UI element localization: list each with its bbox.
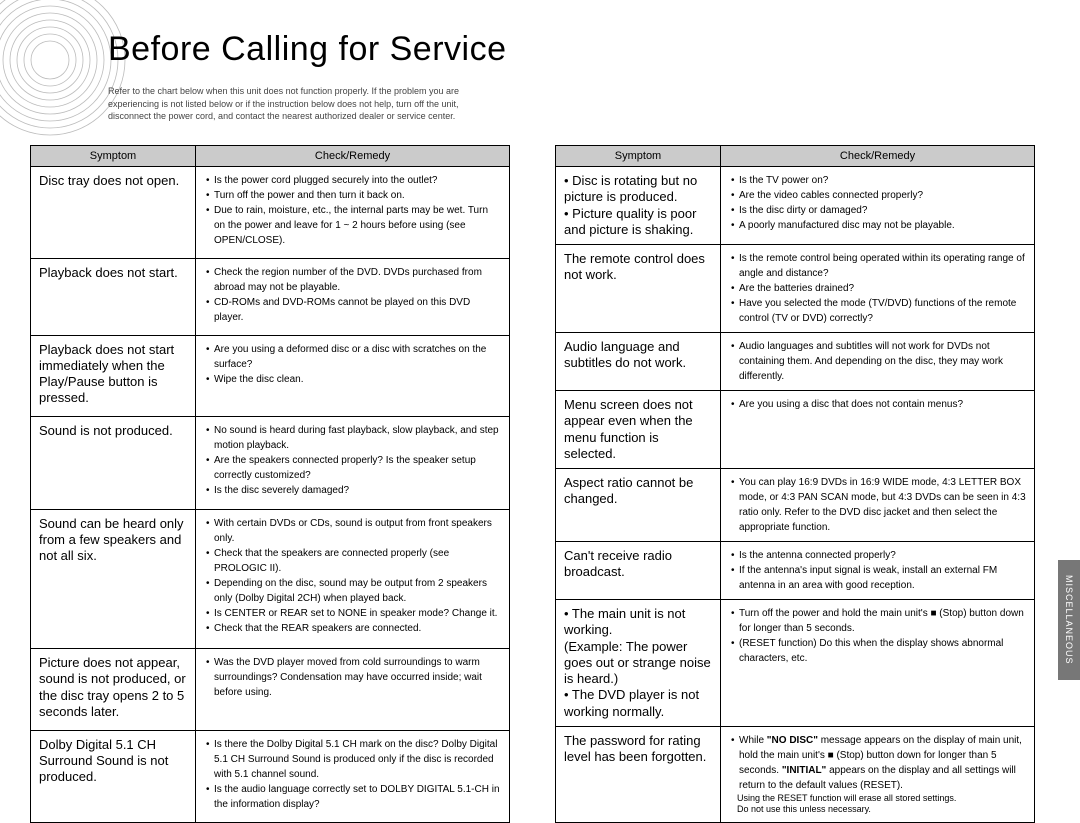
remedy-item: Is the power cord plugged securely into … (206, 173, 501, 188)
tables-wrap: Symptom Check/Remedy Disc tray does not … (30, 145, 1035, 823)
symptom-cell: Sound can be heard only from a few speak… (31, 509, 196, 648)
remedy-item: Was the DVD player moved from cold surro… (206, 655, 501, 700)
remedy-item: No sound is heard during fast playback, … (206, 423, 501, 453)
remedy-item: While "NO DISC" message appears on the d… (731, 733, 1026, 793)
table-row: Disc tray does not open. Is the power cor… (31, 167, 510, 259)
symptom-cell: Dolby Digital 5.1 CH Surround Sound is n… (31, 730, 196, 822)
col-symptom: Symptom (31, 146, 196, 167)
symptom-cell: • The main unit is not working. (Example… (556, 600, 721, 727)
remedy-item: With certain DVDs or CDs, sound is outpu… (206, 516, 501, 546)
table-row: Sound is not produced. No sound is heard … (31, 417, 510, 509)
remedy-item: Are the batteries drained? (731, 281, 1026, 296)
col-symptom: Symptom (556, 146, 721, 167)
remedy-cell: Is the remote control being operated wit… (721, 245, 1035, 333)
remedy-item: Wipe the disc clean. (206, 372, 501, 387)
table-row: Sound can be heard only from a few speak… (31, 509, 510, 648)
remedy-item: You can play 16:9 DVDs in 16:9 WIDE mode… (731, 475, 1026, 535)
symptom-cell: Playback does not start. (31, 259, 196, 336)
table-row: The remote control does not work. Is the … (556, 245, 1035, 333)
remedy-cell: Are you using a disc that does not conta… (721, 391, 1035, 469)
col-remedy: Check/Remedy (721, 146, 1035, 167)
section-tab: MISCELLANEOUS (1058, 560, 1080, 680)
symptom-cell: Disc tray does not open. (31, 167, 196, 259)
remedy-cell: Is there the Dolby Digital 5.1 CH mark o… (196, 730, 510, 822)
remedy-item: Is the disc severely damaged? (206, 483, 501, 498)
troubleshoot-table-right: Symptom Check/Remedy • Disc is rotating … (555, 145, 1035, 823)
remedy-item: Turn off the power and hold the main uni… (731, 606, 1026, 636)
remedy-item: Audio languages and subtitles will not w… (731, 339, 1026, 384)
remedy-cell: Is the TV power on?Are the video cables … (721, 167, 1035, 245)
remedy-cell: Is the antenna connected properly?If the… (721, 542, 1035, 600)
remedy-item: Are the speakers connected properly? Is … (206, 453, 501, 483)
remedy-item: Is the remote control being operated wit… (731, 251, 1026, 281)
intro-line: experiencing is not listed below or if t… (108, 99, 459, 109)
table-row: • Disc is rotating but no picture is pro… (556, 167, 1035, 245)
symptom-cell: Sound is not produced. (31, 417, 196, 509)
table-row: Can't receive radio broadcast.Is the ant… (556, 542, 1035, 600)
symptom-cell: Aspect ratio cannot be changed. (556, 469, 721, 542)
remedy-cell: Are you using a deformed disc or a disc … (196, 335, 510, 417)
remedy-item: Check the region number of the DVD. DVDs… (206, 265, 501, 295)
remedy-cell: No sound is heard during fast playback, … (196, 417, 510, 509)
remedy-item: A poorly manufactured disc may not be pl… (731, 218, 1026, 233)
table-row: Menu screen does not appear even when th… (556, 391, 1035, 469)
remedy-cell: Check the region number of the DVD. DVDs… (196, 259, 510, 336)
remedy-cell: With certain DVDs or CDs, sound is outpu… (196, 509, 510, 648)
remedy-item: Are you using a deformed disc or a disc … (206, 342, 501, 372)
remedy-item: Turn off the power and then turn it back… (206, 188, 501, 203)
remedy-cell: Was the DVD player moved from cold surro… (196, 649, 510, 731)
col-remedy: Check/Remedy (196, 146, 510, 167)
remedy-item: Due to rain, moisture, etc., the interna… (206, 203, 501, 248)
remedy-cell: Audio languages and subtitles will not w… (721, 333, 1035, 391)
remedy-item: Is the TV power on? (731, 173, 1026, 188)
remedy-cell: While "NO DISC" message appears on the d… (721, 726, 1035, 822)
remedy-item: Is the antenna connected properly? (731, 548, 1026, 563)
remedy-item: Are the video cables connected properly? (731, 188, 1026, 203)
remedy-item: If the antenna's input signal is weak, i… (731, 563, 1026, 593)
page-title: Before Calling for Service (108, 30, 507, 69)
remedy-item: Is the disc dirty or damaged? (731, 203, 1026, 218)
remedy-item: Is the audio language correctly set to D… (206, 782, 501, 812)
symptom-cell: Audio language and subtitles do not work… (556, 333, 721, 391)
remedy-cell: Is the power cord plugged securely into … (196, 167, 510, 259)
intro-text: Refer to the chart below when this unit … (108, 85, 528, 123)
remedy-item: Are you using a disc that does not conta… (731, 397, 1026, 412)
remedy-item: Is there the Dolby Digital 5.1 CH mark o… (206, 737, 501, 782)
remedy-cell: You can play 16:9 DVDs in 16:9 WIDE mode… (721, 469, 1035, 542)
symptom-cell: The remote control does not work. (556, 245, 721, 333)
table-row: Aspect ratio cannot be changed.You can p… (556, 469, 1035, 542)
remedy-item: Check that the REAR speakers are connect… (206, 621, 501, 636)
symptom-cell: Picture does not appear, sound is not pr… (31, 649, 196, 731)
table-row: Playback does not start immediately when… (31, 335, 510, 417)
symptom-cell: Playback does not start immediately when… (31, 335, 196, 417)
remedy-cell: Turn off the power and hold the main uni… (721, 600, 1035, 727)
symptom-cell: Menu screen does not appear even when th… (556, 391, 721, 469)
remedy-item: Is CENTER or REAR set to NONE in speaker… (206, 606, 501, 621)
table-row: Audio language and subtitles do not work… (556, 333, 1035, 391)
remedy-item: Check that the speakers are connected pr… (206, 546, 501, 576)
symptom-cell: • Disc is rotating but no picture is pro… (556, 167, 721, 245)
troubleshoot-table-left: Symptom Check/Remedy Disc tray does not … (30, 145, 510, 823)
table-row: Dolby Digital 5.1 CH Surround Sound is n… (31, 730, 510, 822)
remedy-item: CD-ROMs and DVD-ROMs cannot be played on… (206, 295, 501, 325)
table-row: Picture does not appear, sound is not pr… (31, 649, 510, 731)
remedy-note: Using the RESET function will erase all … (729, 793, 1026, 805)
symptom-cell: Can't receive radio broadcast. (556, 542, 721, 600)
remedy-note: Do not use this unless necessary. (729, 804, 1026, 816)
intro-line: disconnect the power cord, and contact t… (108, 111, 455, 121)
table-row: The password for rating level has been f… (556, 726, 1035, 822)
table-row: • The main unit is not working. (Example… (556, 600, 1035, 727)
table-row: Playback does not start. Check the region… (31, 259, 510, 336)
remedy-item: Depending on the disc, sound may be outp… (206, 576, 501, 606)
intro-line: Refer to the chart below when this unit … (108, 86, 459, 96)
remedy-item: Have you selected the mode (TV/DVD) func… (731, 296, 1026, 326)
symptom-cell: The password for rating level has been f… (556, 726, 721, 822)
remedy-item: (RESET function) Do this when the displa… (731, 636, 1026, 666)
